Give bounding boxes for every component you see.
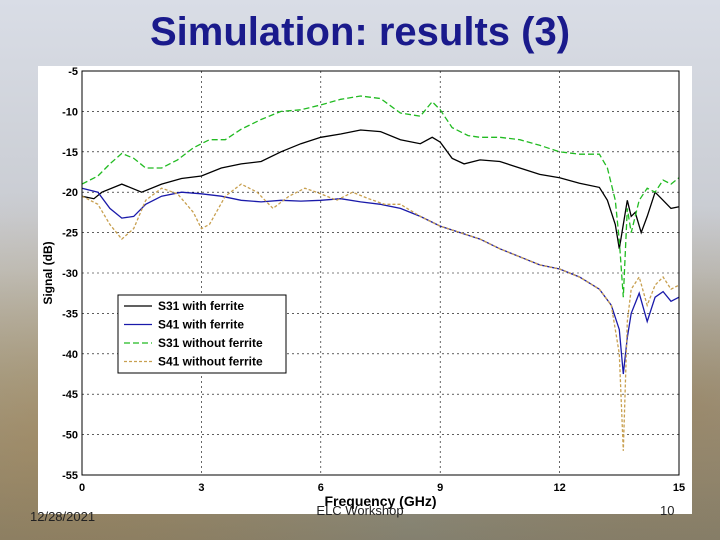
x-tick-label: 15 bbox=[673, 482, 685, 494]
page-number: 10 bbox=[660, 503, 675, 518]
legend-entry: S41 without ferrite bbox=[158, 355, 263, 369]
y-tick-label: -55 bbox=[62, 470, 78, 482]
y-axis-ticks: -5 -10 -15 -20 -25 -30 -35 -40 -45 -50 -55 bbox=[62, 66, 78, 482]
legend-box bbox=[117, 294, 287, 374]
grid-lines bbox=[82, 71, 679, 475]
legend-entry: S31 without ferrite bbox=[158, 336, 263, 350]
x-tick-label: 12 bbox=[553, 482, 565, 494]
x-axis-ticks: 0 3 6 9 12 15 bbox=[79, 482, 685, 494]
series-line-s41-without-ferrite bbox=[81, 183, 680, 451]
legend: S31 with ferrite S41 with ferrite S31 with… bbox=[117, 294, 287, 374]
series-line-s31-without-ferrite bbox=[81, 95, 680, 298]
y-tick-label: -15 bbox=[62, 147, 78, 159]
slide-title: Simulation: results (3) bbox=[149, 10, 571, 54]
legend-entry: S41 with ferrite bbox=[158, 318, 244, 332]
y-tick-label: -25 bbox=[62, 228, 78, 240]
series-line-s31-with-ferrite bbox=[81, 129, 680, 249]
y-axis-label: Signal (dB) bbox=[41, 241, 55, 304]
y-tick-label: -45 bbox=[62, 389, 78, 401]
y-tick-label: -10 bbox=[62, 106, 78, 118]
y-tick-label: -20 bbox=[62, 187, 78, 199]
y-tick-label: -40 bbox=[62, 349, 78, 361]
legend-entry: S31 with ferrite bbox=[158, 299, 244, 313]
footer-event: ELC Workshop bbox=[316, 503, 404, 518]
footer-date: 12/28/2021 bbox=[30, 509, 96, 524]
y-tick-label: -30 bbox=[62, 268, 78, 280]
y-tick-label: -5 bbox=[68, 66, 78, 78]
x-tick-label: 9 bbox=[437, 482, 443, 494]
plot-frame bbox=[81, 70, 680, 476]
x-tick-label: 3 bbox=[198, 482, 204, 494]
y-tick-label: -35 bbox=[62, 308, 78, 320]
y-tick-label: -50 bbox=[62, 430, 78, 442]
x-axis-label: Frequency (GHz) bbox=[324, 493, 436, 509]
chart-panel bbox=[38, 66, 692, 514]
x-tick-label: 6 bbox=[318, 482, 324, 494]
x-tick-label: 0 bbox=[79, 482, 85, 494]
series-lines bbox=[81, 95, 680, 451]
